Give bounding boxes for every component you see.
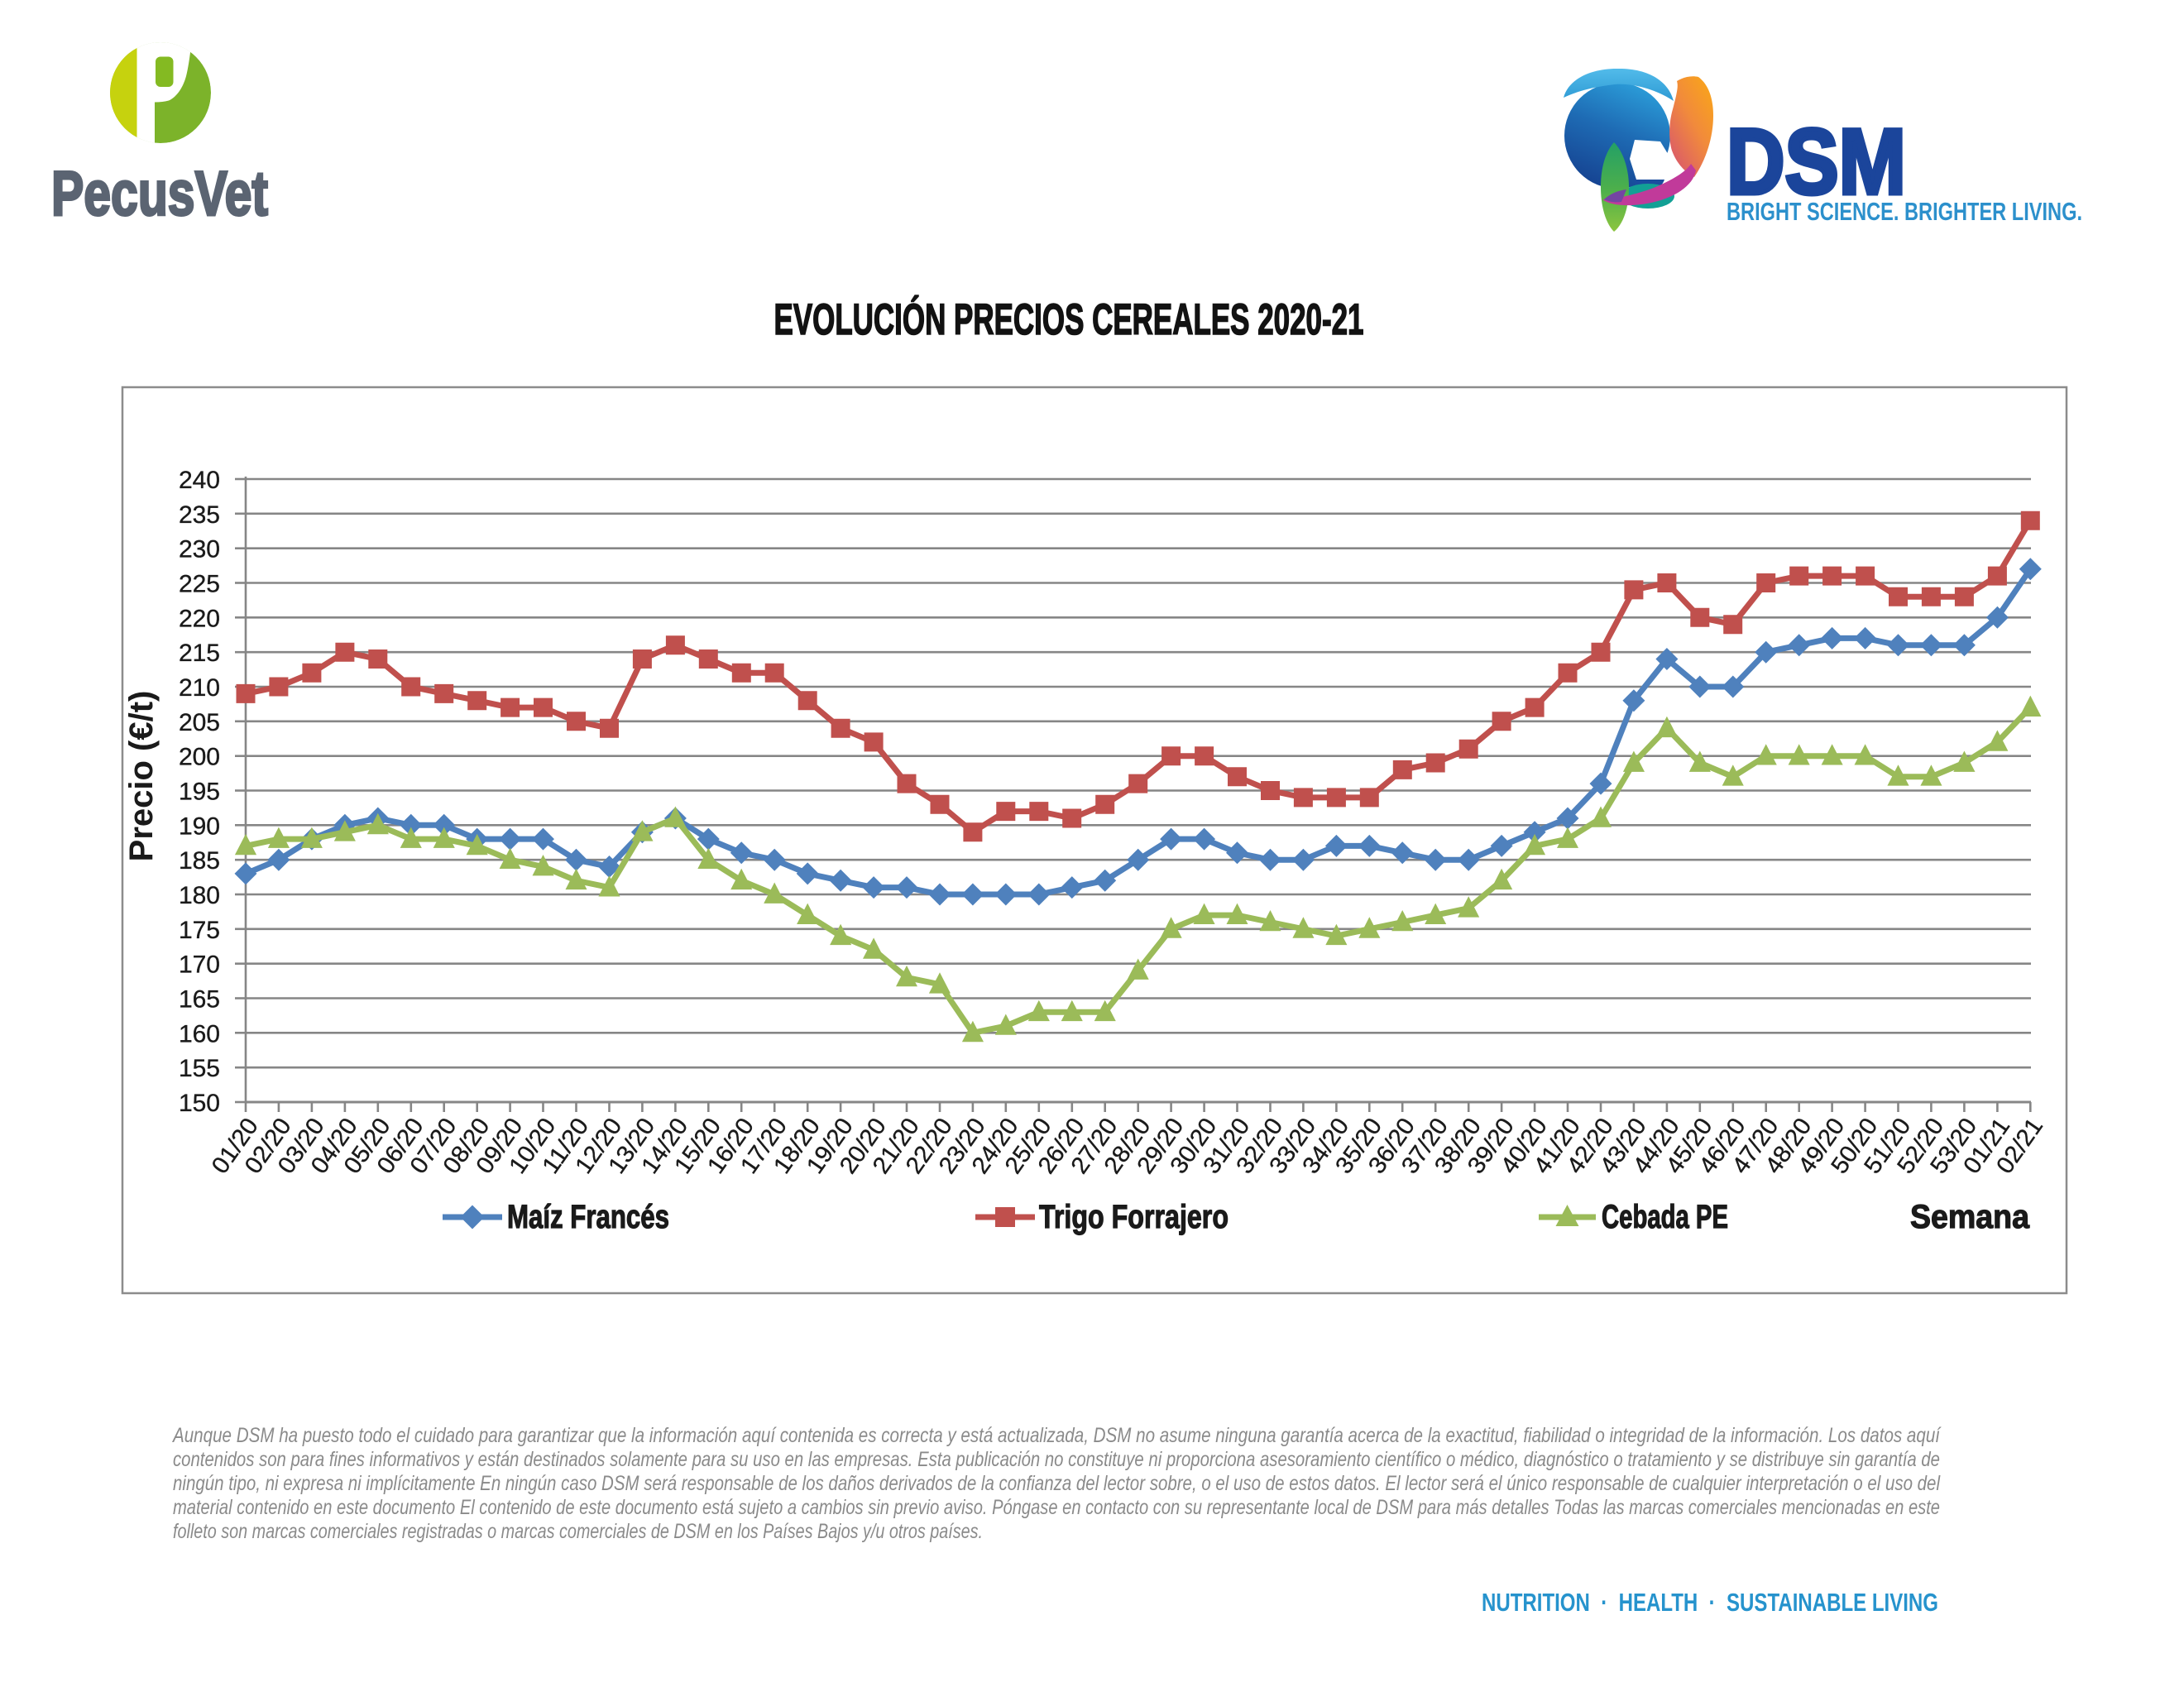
svg-text:155: 155 [179,1055,220,1082]
svg-text:Semana: Semana [1910,1199,2030,1235]
svg-text:170: 170 [179,951,220,979]
svg-text:material contenido en este doc: material contenido en este documento El … [173,1496,1940,1519]
svg-text:180: 180 [179,882,220,909]
svg-text:Maíz Francés: Maíz Francés [507,1199,669,1235]
svg-text:160: 160 [179,1020,220,1047]
svg-text:PecusVet: PecusVet [51,159,268,229]
svg-text:205: 205 [179,709,220,736]
svg-text:235: 235 [179,501,220,529]
svg-text:150: 150 [179,1090,220,1117]
svg-text:NUTRITION · HEALTH · SUSTA: NUTRITION · HEALTH · SUSTAINABLE LIVING [1482,1588,1938,1617]
svg-text:Trigo Forrajero: Trigo Forrajero [1039,1199,1228,1235]
svg-text:210: 210 [179,674,220,702]
svg-text:175: 175 [179,917,220,944]
svg-text:215: 215 [179,640,220,667]
svg-text:220: 220 [179,605,220,632]
svg-text:200: 200 [179,744,220,771]
svg-text:165: 165 [179,986,220,1014]
svg-text:BRIGHT SCIENCE. BRIGHTER LIVIN: BRIGHT SCIENCE. BRIGHTER LIVING. [1727,197,2082,226]
svg-text:190: 190 [179,812,220,840]
svg-text:230: 230 [179,536,220,563]
svg-text:Aunque DSM ha puesto todo el c: Aunque DSM ha puesto todo el cuidado par… [171,1424,1941,1447]
svg-text:240: 240 [179,467,220,494]
svg-text:185: 185 [179,847,220,875]
svg-text:EVOLUCIÓN PRECIOS CEREALES 202: EVOLUCIÓN PRECIOS CEREALES 2020-21 [774,295,1364,344]
svg-text:225: 225 [179,571,220,598]
svg-text:Precio (€/t): Precio (€/t) [123,691,160,862]
svg-text:ningún tipo, ni expresa ni imp: ningún tipo, ni expresa ni implícitament… [173,1472,1941,1495]
svg-text:195: 195 [179,779,220,806]
svg-text:folleto son marcas comerciales: folleto son marcas comerciales registrad… [173,1520,983,1543]
svg-text:Cebada PE: Cebada PE [1602,1199,1728,1235]
svg-text:contenidos son para fines info: contenidos son para fines informativos y… [173,1448,1940,1471]
svg-text:DSM: DSM [1727,110,1906,213]
